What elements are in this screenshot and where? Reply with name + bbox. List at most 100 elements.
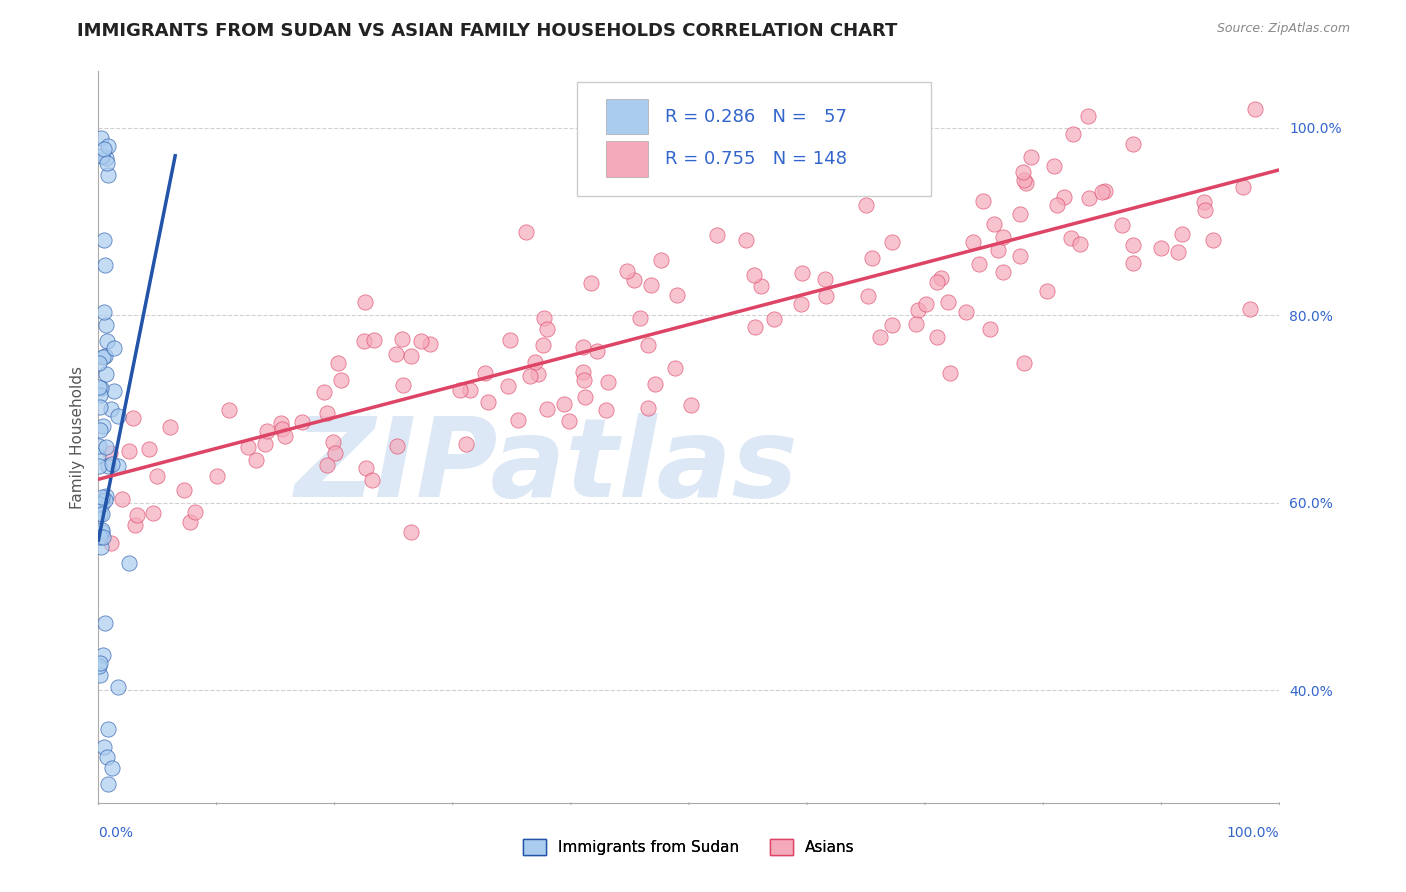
Point (91, 491, 114, 505)
Point (89, 656, 111, 670)
Point (96, 750, 118, 764)
Point (409, 334, 432, 348)
Point (763, 312, 786, 326)
Point (93, 305, 115, 319)
Point (159, 420, 181, 434)
Point (270, 416, 292, 430)
Point (89, 530, 111, 544)
Point (993, 229, 1015, 244)
Point (122, 410, 145, 425)
Point (595, 402, 617, 417)
Point (107, 458, 129, 473)
Point (929, 271, 952, 285)
Point (356, 461, 378, 475)
Point (967, 257, 990, 271)
Point (316, 458, 339, 472)
Point (97, 722, 120, 736)
Point (477, 394, 499, 409)
Point (96, 156, 118, 170)
Point (939, 366, 962, 380)
Point (87, 459, 110, 474)
Point (454, 436, 477, 450)
Point (449, 383, 471, 397)
Point (905, 317, 928, 331)
FancyBboxPatch shape (576, 82, 931, 195)
Point (94, 440, 117, 454)
Point (681, 399, 703, 413)
Point (1012, 165, 1035, 179)
Point (1078, 190, 1101, 204)
Point (1192, 194, 1215, 209)
Point (107, 681, 129, 695)
Point (1019, 150, 1042, 164)
Point (1053, 190, 1076, 204)
Point (1062, 127, 1084, 141)
Point (363, 333, 385, 347)
Point (783, 178, 806, 192)
Point (89, 423, 111, 437)
Point (87, 659, 110, 673)
Point (553, 397, 575, 411)
Point (1239, 302, 1261, 317)
Point (749, 278, 772, 293)
Point (314, 384, 336, 399)
Point (536, 401, 558, 416)
Point (89, 507, 111, 521)
Point (742, 268, 765, 282)
Text: R = 0.286   N =   57: R = 0.286 N = 57 (665, 108, 848, 126)
Point (1194, 202, 1216, 217)
Point (100, 401, 122, 416)
Point (384, 347, 406, 361)
Point (744, 319, 766, 334)
Point (527, 367, 550, 381)
Point (273, 429, 295, 443)
Point (90, 149, 112, 163)
Point (118, 443, 141, 458)
Point (142, 506, 165, 520)
Point (329, 373, 352, 387)
Point (100, 761, 122, 775)
Point (1035, 284, 1057, 298)
Point (97, 777, 120, 791)
Point (256, 424, 278, 438)
Point (101, 457, 124, 471)
Point (474, 366, 496, 380)
Point (765, 180, 787, 194)
Point (89, 356, 111, 370)
Point (1069, 237, 1091, 252)
Point (637, 401, 659, 415)
Point (536, 322, 558, 336)
Point (218, 403, 240, 417)
Point (586, 344, 609, 359)
Point (97, 139, 120, 153)
Point (87, 450, 110, 464)
Legend: Immigrants from Sudan, Asians: Immigrants from Sudan, Asians (517, 833, 860, 861)
Point (1042, 159, 1064, 173)
Point (882, 235, 904, 250)
Point (97, 459, 120, 474)
Point (623, 273, 645, 287)
Point (353, 334, 375, 349)
Point (90, 381, 112, 395)
Point (644, 376, 666, 391)
Point (572, 365, 595, 379)
Point (574, 390, 596, 404)
Point (93, 616, 115, 631)
Point (855, 198, 877, 212)
Point (91, 523, 114, 537)
Point (598, 375, 620, 389)
Point (179, 515, 201, 529)
Point (1091, 185, 1114, 199)
Point (124, 518, 146, 533)
Point (253, 436, 276, 450)
Point (979, 322, 1001, 336)
Point (962, 235, 984, 250)
Point (1077, 109, 1099, 123)
Point (100, 536, 122, 550)
Point (1012, 356, 1035, 370)
Point (94, 367, 117, 381)
Point (1232, 180, 1254, 194)
Point (1046, 197, 1069, 211)
Text: 100.0%: 100.0% (1227, 826, 1279, 840)
Point (89, 540, 111, 554)
